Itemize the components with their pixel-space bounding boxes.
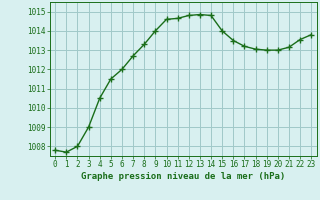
X-axis label: Graphe pression niveau de la mer (hPa): Graphe pression niveau de la mer (hPa) — [81, 172, 285, 181]
